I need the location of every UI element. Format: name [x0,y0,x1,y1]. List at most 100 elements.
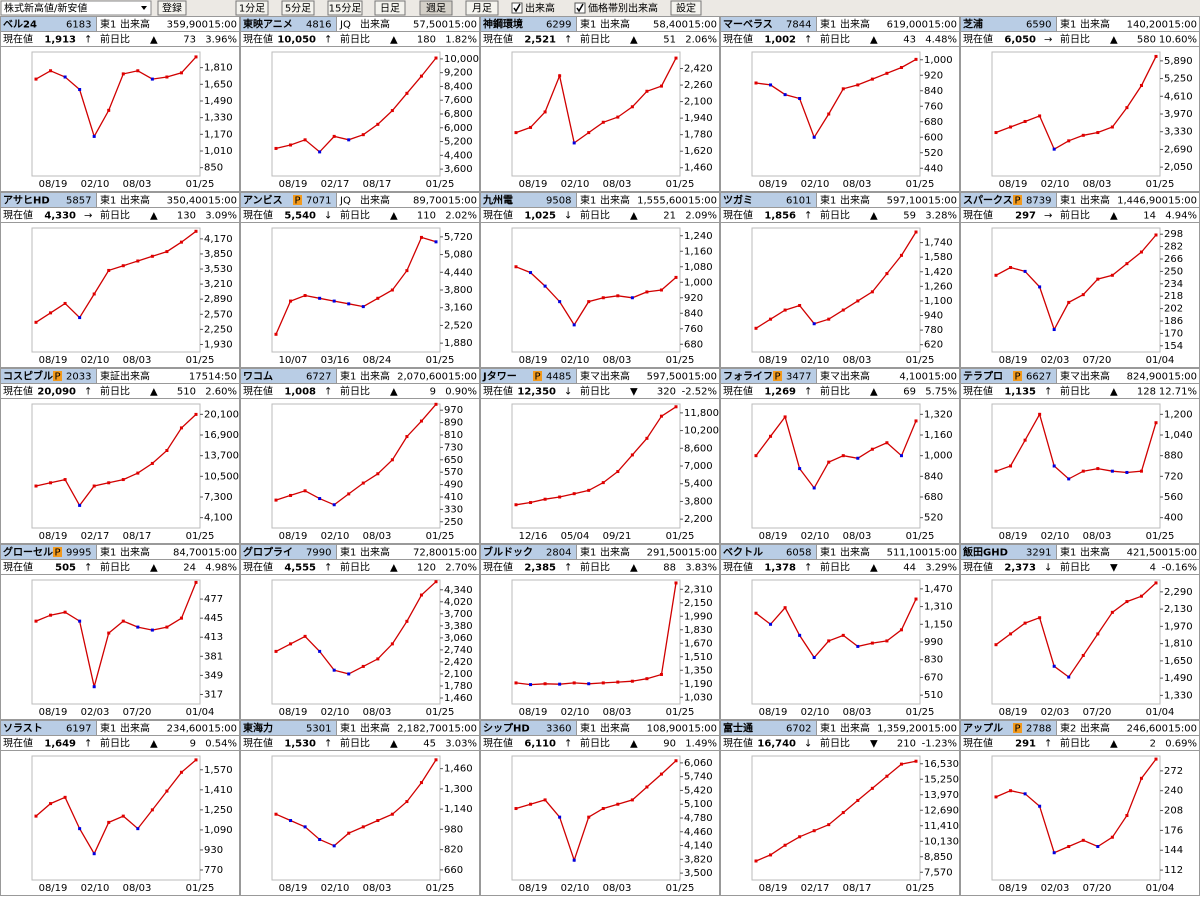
y-tick-label: 2,290 [1164,587,1193,598]
button[interactable] [235,0,269,16]
button-label[interactable]: 設定 [676,2,696,15]
y-tick-label: 680 [924,117,943,128]
button[interactable] [281,0,315,16]
price-marker [529,802,533,806]
stock-name[interactable]: グローセル [3,546,53,559]
x-tick-label: 08/19 [39,883,68,894]
stock-code: 6183 [66,20,91,31]
change: 73 [183,35,196,46]
x-tick-label: 02/10 [81,883,110,894]
y-tick-label: 920 [924,70,943,81]
stock-name[interactable]: 九州電 [482,194,513,207]
price-line [995,758,1157,854]
stock-name[interactable]: Jタワー [482,371,517,383]
stock-name[interactable]: 富士通 [723,722,753,735]
volume-label: 出来高 [600,194,630,207]
price-marker [289,299,293,303]
volume-label: 出来高 [840,18,870,31]
price-marker [601,481,605,485]
stock-name[interactable]: マーベラス [723,19,773,31]
button[interactable] [670,0,702,16]
button-label[interactable]: 日足 [380,3,400,15]
time: 15:00 [1168,724,1197,735]
button[interactable] [419,0,453,16]
stock-code: 6702 [786,724,811,735]
time: 15:00 [928,196,957,207]
stock-name[interactable]: ベクトル [723,547,763,559]
button-label[interactable]: 15分足 [329,3,362,15]
stock-name[interactable]: ブルドック [483,546,533,559]
stock-name[interactable]: シップHD [483,722,530,735]
button-label[interactable]: 月足 [472,3,492,15]
plot-area [991,403,1161,529]
price-marker [289,819,293,823]
dropdown[interactable] [0,0,152,16]
stock-name[interactable]: コスピブル [3,370,53,383]
y-tick-label: 3,820 [684,854,713,865]
change-label: 前日比 [1060,385,1090,398]
button-label[interactable]: 1分足 [239,3,265,15]
price-marker [347,831,351,835]
time: 15:00 [928,372,957,383]
stock-code: 5857 [66,196,91,207]
x-tick-label: 02/10 [801,355,830,366]
market: 東1 [1060,194,1076,207]
stock-name[interactable]: 東海力 [243,722,273,735]
stock-name[interactable]: グロプライ [243,546,293,559]
button[interactable] [465,0,499,16]
stock-name[interactable]: 飯田GHD [962,546,1008,559]
button-label[interactable]: 5分足 [285,3,311,15]
price-marker [49,481,53,485]
trend-arrow: ↑ [324,35,332,46]
price-row [720,559,960,575]
stock-name[interactable]: 芝浦 [963,18,983,31]
price-marker [78,316,82,320]
price-marker [1067,139,1071,143]
check-mark [513,3,521,13]
y-tick-label: 560 [1164,492,1183,503]
stock-name[interactable]: アサヒHD [3,195,50,207]
dropdown-text[interactable]: 株式新高値/新安値 [4,2,87,15]
stock-name[interactable]: ツガミ [723,194,753,207]
price-marker [318,649,322,653]
y-tick-label: 1,350 [684,665,713,676]
price-line [995,56,1157,151]
stock-name[interactable]: テラプロ [963,370,1003,383]
market: 東1 [100,18,116,31]
y-tick-label: 650 [444,455,463,466]
price-marker [885,639,889,643]
button[interactable] [327,0,363,16]
button-label[interactable]: 週足 [426,3,446,15]
stock-name[interactable]: 神鋼環境 [483,18,523,31]
change-sign: ▲ [390,739,398,750]
volume-label: 出来高 [600,18,630,31]
stock-name[interactable]: フォライフ [723,371,773,383]
y-tick-label: 413 [204,632,223,643]
button-label[interactable]: 登録 [162,2,182,15]
y-tick-label: 1,330 [204,113,233,124]
checkbox-label[interactable]: 価格帯別出来高 [588,2,658,15]
stock-name[interactable]: 東映アニメ [243,18,293,31]
stock-name[interactable]: ベル24 [3,19,37,31]
x-tick-label: 08/19 [519,179,548,190]
stock-code: 5301 [306,724,331,735]
price-marker [179,426,183,430]
x-tick-label: 08/17 [363,179,392,190]
change-sign: ▲ [630,563,638,574]
stock-name[interactable]: ソラスト [3,723,43,735]
price-marker [1067,300,1071,304]
price: 4,330 [44,211,76,222]
stock-name[interactable]: アップル [963,722,1003,735]
checkbox-label[interactable]: 出来高 [525,2,555,15]
price-marker [136,69,140,73]
price-marker [347,138,351,142]
x-tick-label: 01/25 [426,707,455,718]
y-tick-label: 266 [1164,254,1183,265]
stock-name[interactable]: ワコム [243,371,273,383]
button[interactable] [157,0,187,16]
stock-name[interactable]: アンビス [243,194,283,207]
y-tick-label: 840 [684,308,703,319]
button[interactable] [374,0,406,16]
price-marker [812,486,816,490]
stock-name[interactable]: スパークス [963,195,1013,207]
